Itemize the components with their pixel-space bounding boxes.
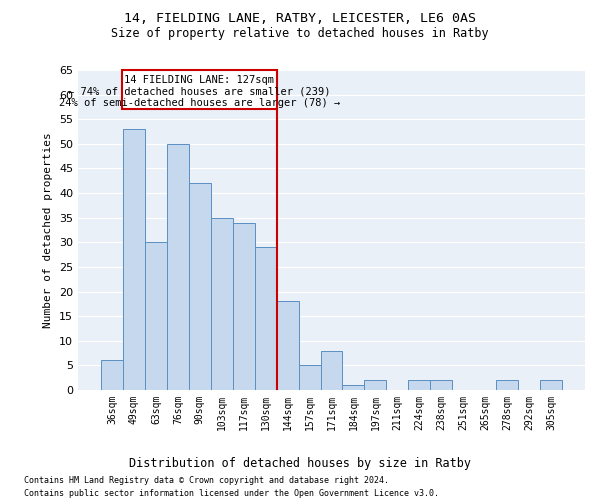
Bar bbox=[101, 360, 123, 390]
Bar bbox=[254, 247, 277, 390]
Bar bbox=[211, 218, 233, 390]
Bar bbox=[233, 222, 254, 390]
Bar bbox=[409, 380, 430, 390]
Bar bbox=[364, 380, 386, 390]
Bar bbox=[123, 129, 145, 390]
Text: Contains public sector information licensed under the Open Government Licence v3: Contains public sector information licen… bbox=[24, 489, 439, 498]
Text: 14, FIELDING LANE, RATBY, LEICESTER, LE6 0AS: 14, FIELDING LANE, RATBY, LEICESTER, LE6… bbox=[124, 12, 476, 26]
Bar bbox=[189, 183, 211, 390]
Text: Distribution of detached houses by size in Ratby: Distribution of detached houses by size … bbox=[129, 458, 471, 470]
Bar bbox=[540, 380, 562, 390]
Bar bbox=[299, 366, 320, 390]
Text: ← 74% of detached houses are smaller (239): ← 74% of detached houses are smaller (23… bbox=[68, 86, 331, 97]
Bar bbox=[496, 380, 518, 390]
FancyBboxPatch shape bbox=[122, 70, 277, 110]
Text: Size of property relative to detached houses in Ratby: Size of property relative to detached ho… bbox=[111, 28, 489, 40]
Text: Contains HM Land Registry data © Crown copyright and database right 2024.: Contains HM Land Registry data © Crown c… bbox=[24, 476, 389, 485]
Bar bbox=[430, 380, 452, 390]
Bar bbox=[145, 242, 167, 390]
Text: 24% of semi-detached houses are larger (78) →: 24% of semi-detached houses are larger (… bbox=[59, 98, 340, 108]
Bar bbox=[167, 144, 189, 390]
Bar bbox=[320, 350, 343, 390]
Bar bbox=[343, 385, 364, 390]
Y-axis label: Number of detached properties: Number of detached properties bbox=[43, 132, 53, 328]
Text: 14 FIELDING LANE: 127sqm: 14 FIELDING LANE: 127sqm bbox=[124, 75, 274, 85]
Bar bbox=[277, 302, 299, 390]
